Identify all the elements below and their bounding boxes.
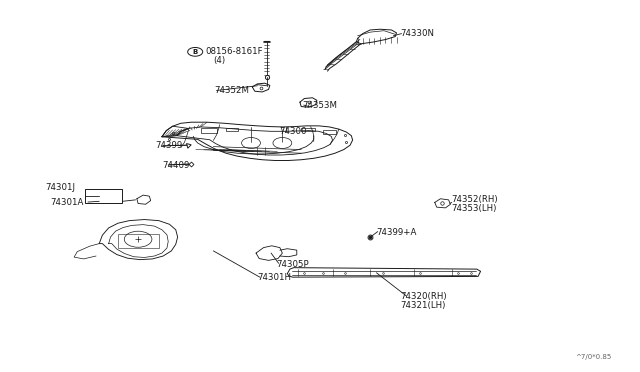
Text: 74305P: 74305P <box>276 260 308 269</box>
Text: 74300: 74300 <box>279 127 307 136</box>
Text: 74353M: 74353M <box>303 101 337 110</box>
Bar <box>301 128 315 131</box>
Text: 74320(RH): 74320(RH) <box>400 292 447 301</box>
Text: ^7/0*0.85: ^7/0*0.85 <box>575 354 612 360</box>
Text: 74330N: 74330N <box>400 29 435 38</box>
Bar <box>226 128 239 131</box>
Bar <box>85 189 122 203</box>
Text: 74352(RH): 74352(RH) <box>452 195 499 204</box>
Text: 74301H: 74301H <box>257 273 291 282</box>
Bar <box>118 234 159 248</box>
Text: 74301A: 74301A <box>51 198 84 206</box>
Text: 74301J: 74301J <box>45 183 76 192</box>
Text: 74409: 74409 <box>162 161 189 170</box>
Bar <box>201 128 216 133</box>
Text: B: B <box>193 49 198 55</box>
Text: (4): (4) <box>213 56 225 65</box>
Text: 08156-8161F: 08156-8161F <box>205 47 263 56</box>
Bar <box>323 130 336 134</box>
Text: 74353(LH): 74353(LH) <box>452 204 497 213</box>
Text: 74352M: 74352M <box>214 86 250 95</box>
Text: 74399: 74399 <box>156 141 183 150</box>
Text: 74399+A: 74399+A <box>376 228 417 237</box>
Text: 74321(LH): 74321(LH) <box>400 301 445 310</box>
